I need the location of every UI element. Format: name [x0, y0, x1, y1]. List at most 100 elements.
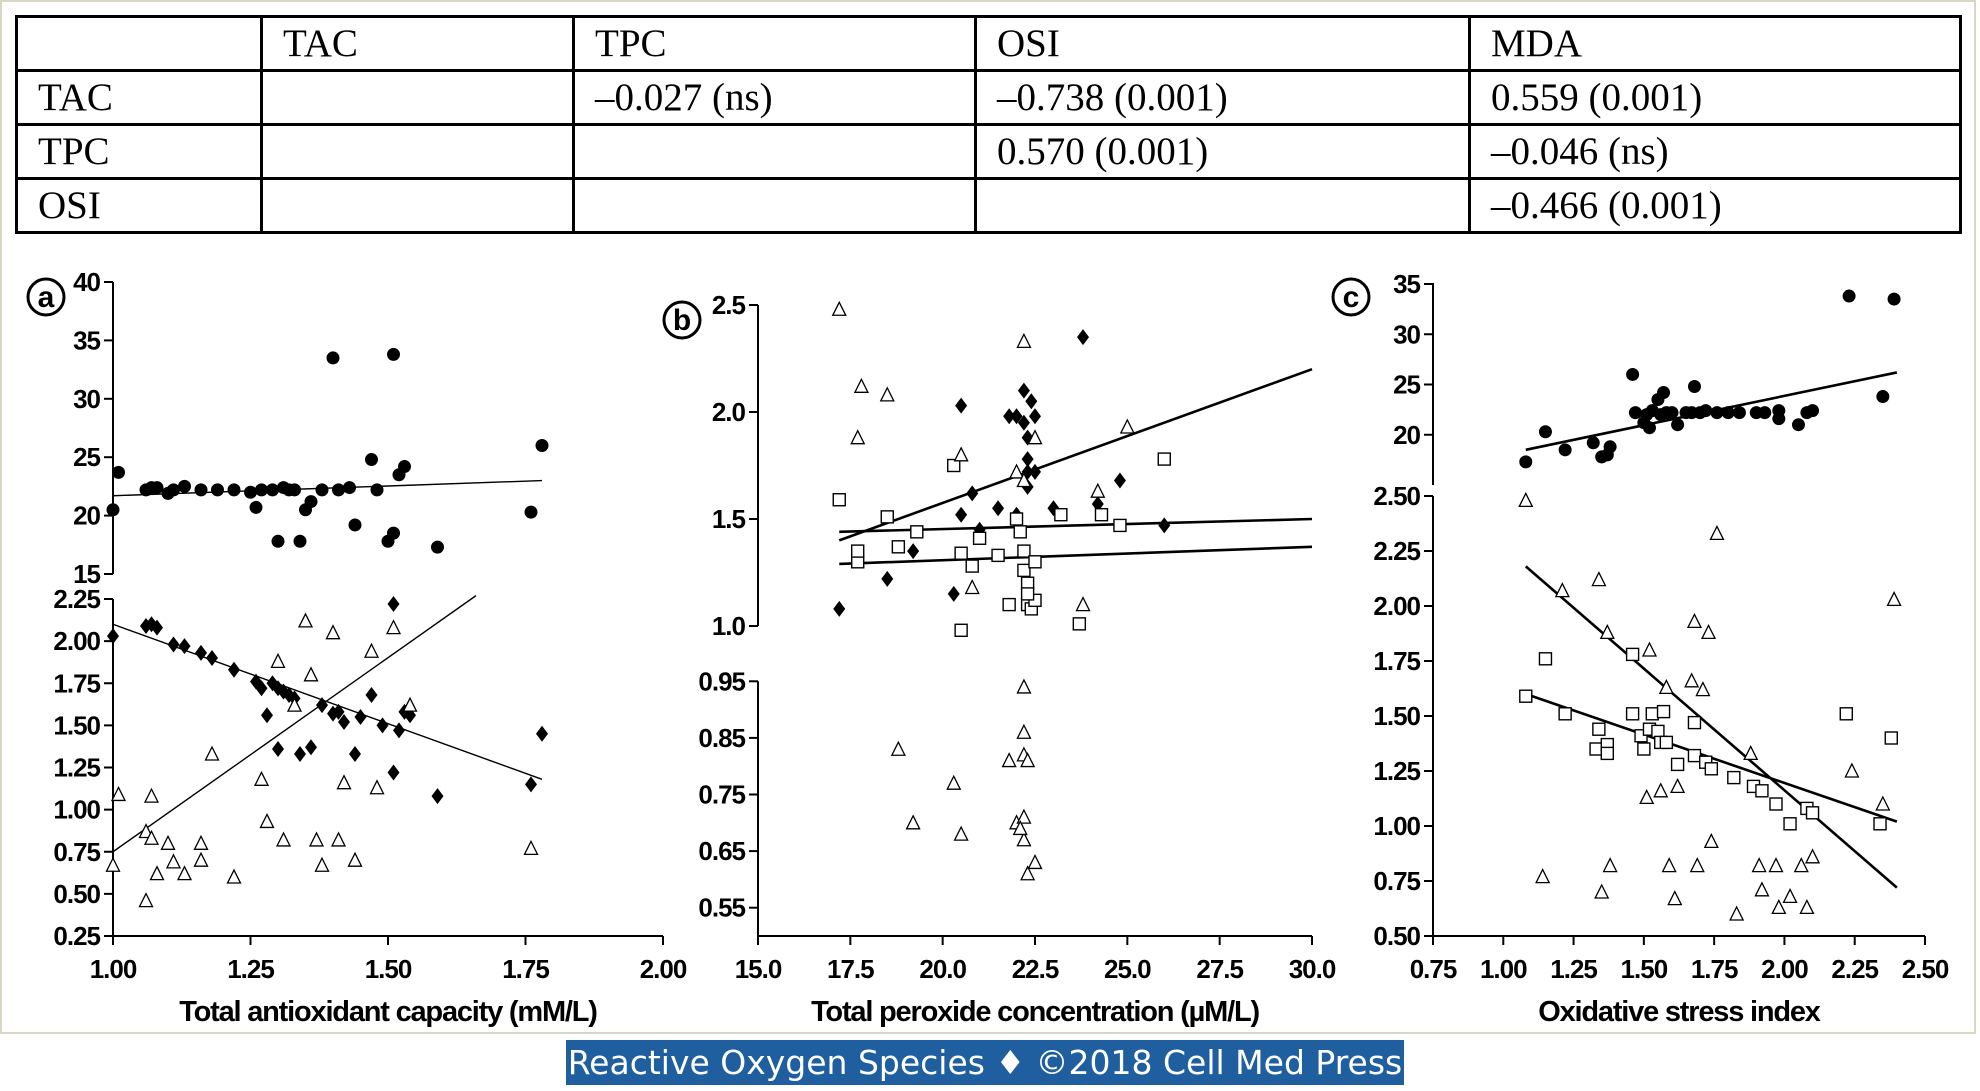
data-point-square: [1072, 617, 1087, 631]
y-tick-label: 1.0: [712, 611, 746, 641]
data-point-circle: [1586, 436, 1600, 450]
data-point-triangle: [1768, 857, 1784, 873]
y-tick-label: 30: [1393, 319, 1420, 349]
data-point-square: [1704, 762, 1719, 776]
data-point-square: [1017, 544, 1031, 558]
table-cell: [15, 15, 263, 72]
data-point-square: [1592, 722, 1606, 736]
data-point-square: [1113, 518, 1127, 533]
data-point-triangle: [303, 666, 319, 682]
data-point-triangle: [1686, 612, 1703, 629]
data-point-triangle: [953, 825, 969, 841]
data-point-triangle: [149, 865, 165, 881]
x-tick-label: 1.25: [227, 954, 274, 984]
data-point-square: [1020, 587, 1035, 601]
panel-label: b: [673, 304, 691, 337]
data-point-diamond: [255, 680, 268, 697]
data-point-triangle: [1670, 777, 1686, 794]
x-axis-label: Total peroxide concentration (µM/L): [811, 996, 1259, 1028]
data-point-triangle: [1008, 463, 1025, 479]
data-point-triangle: [1886, 590, 1902, 607]
data-point-diamond: [536, 725, 548, 742]
data-point-circle: [387, 526, 400, 540]
data-point-diamond: [178, 638, 191, 655]
data-point-triangle: [1016, 831, 1032, 847]
data-point-triangle: [1599, 623, 1615, 640]
data-point-circle: [266, 483, 279, 497]
data-point-diamond: [881, 570, 894, 587]
table-cell: MDA: [1468, 15, 1962, 72]
data-point-square: [965, 559, 979, 573]
y-tick-label: 0.75: [698, 780, 745, 810]
data-point-triangle: [1684, 672, 1700, 688]
data-point-triangle: [1729, 905, 1745, 921]
y-tick-label: 1.5: [712, 504, 746, 534]
data-point-triangle: [1016, 472, 1032, 488]
data-point-circle: [112, 465, 125, 479]
data-point-triangle: [204, 745, 220, 761]
data-point-triangle: [286, 696, 303, 712]
data-point-circle: [106, 503, 120, 517]
data-point-square: [1755, 784, 1769, 798]
data-point-diamond: [294, 746, 306, 763]
journal-footer: Reactive Oxygen Species ♦ ©2018 Cell Med…: [566, 1040, 1404, 1085]
y-tick-label: 0.65: [698, 836, 745, 866]
data-point-circle: [370, 483, 384, 497]
data-point-triangle: [253, 770, 270, 786]
data-point-circle: [1519, 455, 1533, 469]
data-point-square: [1589, 742, 1603, 756]
data-point-circle: [150, 481, 164, 495]
y-tick-label: 1.50: [1373, 701, 1420, 731]
data-point-circle: [343, 481, 356, 495]
y-tick-label: 0.75: [53, 837, 100, 867]
data-point-circle: [249, 500, 263, 514]
data-point-diamond: [833, 600, 846, 617]
data-point-circle: [1671, 418, 1685, 432]
data-point-square: [947, 458, 961, 473]
data-point-triangle: [1695, 681, 1711, 697]
data-point-diamond: [228, 661, 240, 678]
data-point-triangle: [890, 740, 906, 756]
data-point-triangle: [1027, 853, 1043, 870]
x-tick-label: 15.0: [735, 954, 782, 984]
table-row: OSI –0.466 (0.001): [15, 177, 1962, 234]
y-tick-label: 0.95: [698, 666, 745, 696]
data-point-triangle: [369, 779, 385, 795]
data-point-square: [832, 493, 846, 507]
table-cell: OSI: [974, 15, 1471, 72]
data-point-diamond: [195, 644, 207, 661]
table-cell: [974, 177, 1471, 234]
x-tick-label: 17.5: [827, 954, 874, 984]
data-point-square: [1839, 707, 1853, 721]
data-point-circle: [244, 485, 257, 499]
data-point-triangle: [1001, 752, 1017, 768]
data-point-square: [1727, 770, 1741, 785]
panel-label: a: [38, 281, 55, 314]
data-point-circle: [365, 453, 378, 467]
y-tick-label: 2.5: [712, 290, 746, 320]
table-cell: TAC: [15, 69, 263, 126]
data-point-circle: [1687, 380, 1701, 394]
data-point-triangle: [1875, 795, 1891, 811]
data-point-diamond: [261, 707, 273, 724]
data-point-circle: [1628, 406, 1642, 420]
data-point-triangle: [138, 823, 154, 839]
data-point-triangle: [1661, 857, 1677, 873]
data-point-circle: [326, 351, 340, 365]
data-point-triangle: [325, 624, 341, 640]
data-point-circle: [194, 483, 208, 497]
data-point-diamond: [1025, 393, 1038, 410]
data-point-square: [1002, 597, 1016, 612]
data-point-square: [1094, 508, 1109, 522]
data-point-square: [1054, 508, 1068, 522]
data-point-triangle: [1703, 832, 1719, 849]
data-point-diamond: [1021, 451, 1034, 468]
data-point-diamond: [332, 703, 345, 720]
table-cell: [572, 123, 977, 180]
y-tick-label: 2.25: [53, 584, 100, 614]
data-point-triangle: [1020, 865, 1036, 881]
table-cell: OSI: [15, 177, 263, 234]
x-tick-label: 1.25: [1550, 954, 1597, 984]
data-point-circle: [271, 534, 285, 548]
data-point-square: [1637, 742, 1651, 756]
